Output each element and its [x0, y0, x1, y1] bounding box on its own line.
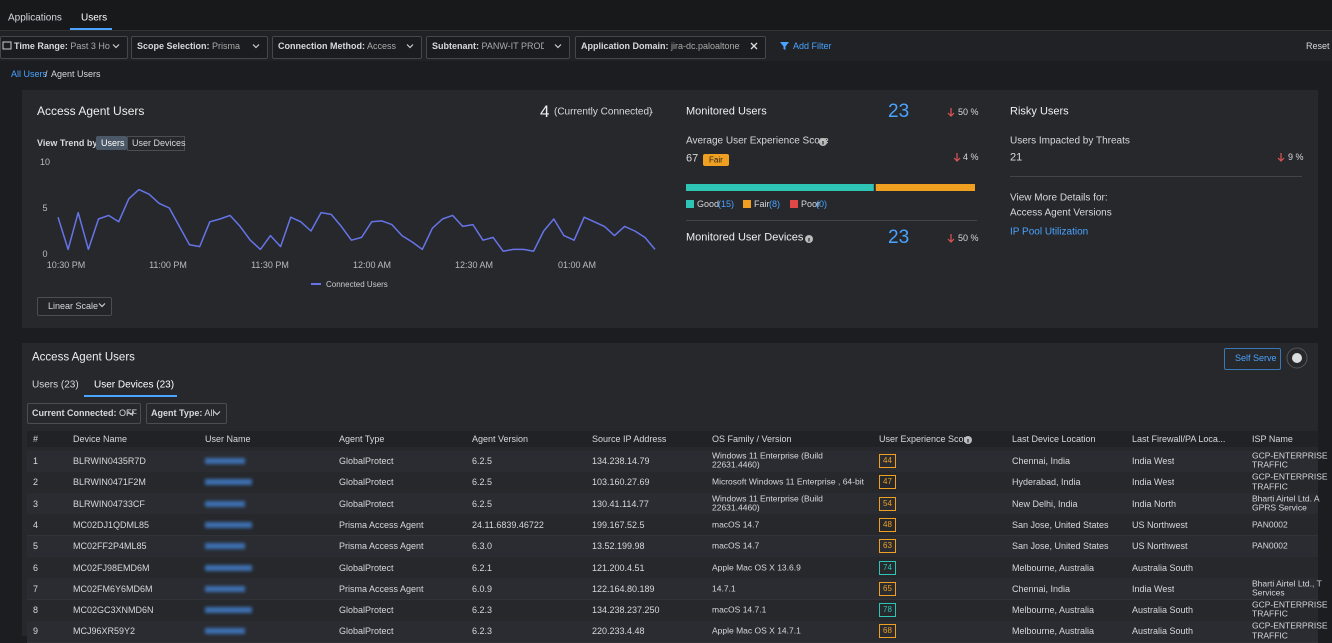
score-bar-segment [876, 184, 975, 191]
down-arrow [948, 108, 954, 116]
chevron [214, 412, 220, 415]
down-arrow [948, 234, 954, 242]
down-arrow [954, 153, 960, 161]
y-tick-label: 5 [42, 203, 47, 213]
close-icon [751, 43, 757, 49]
x-tick-label: 10:30 PM [47, 260, 86, 270]
chevron [128, 412, 134, 415]
chevron [407, 45, 413, 48]
chevron [113, 45, 119, 48]
filter-icon [780, 42, 789, 50]
x-tick-label: 12:00 AM [353, 260, 391, 270]
x-tick-label: 11:30 PM [251, 260, 289, 270]
trend-line [58, 190, 655, 252]
legend-label: Connected Users [326, 280, 388, 289]
x-tick-label: 12:30 AM [455, 260, 493, 270]
y-tick-label: 10 [40, 157, 50, 167]
x-tick-label: 01:00 AM [558, 260, 596, 270]
calendar-icon [3, 42, 11, 49]
down-arrow [1278, 153, 1284, 161]
y-tick-label: 0 [42, 249, 47, 259]
x-tick-label: 11:00 PM [149, 260, 187, 270]
chevron [253, 45, 259, 48]
chevron [99, 304, 105, 307]
score-bar-segment [686, 184, 874, 191]
download-icon [1292, 353, 1302, 363]
chevron [555, 45, 561, 48]
